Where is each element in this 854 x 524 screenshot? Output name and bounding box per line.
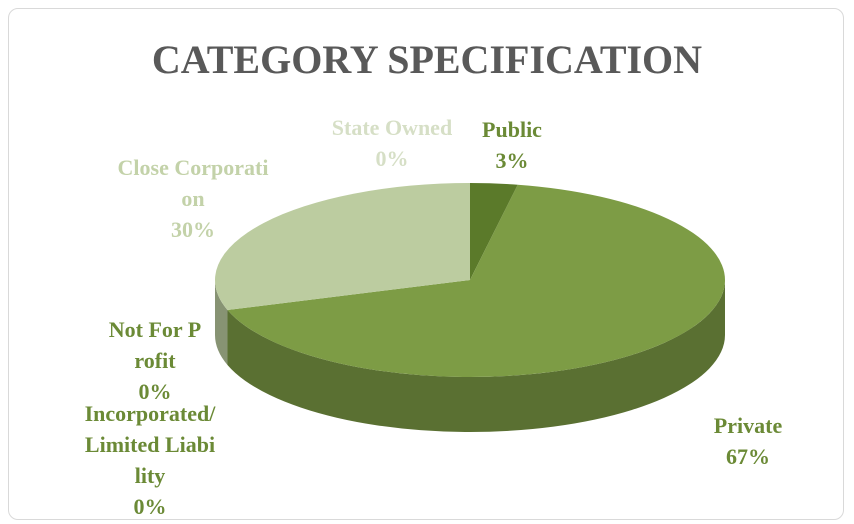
pie-slice-side — [215, 280, 228, 365]
data-label: Private 67% — [688, 410, 808, 472]
pie-slice — [214, 183, 470, 310]
value-label: 0% — [375, 146, 409, 171]
chart-frame — [8, 8, 844, 520]
category-label: Not For Profit — [108, 317, 202, 373]
category-label: Private — [713, 413, 783, 438]
data-label: Public 3% — [457, 114, 567, 176]
data-label: Not For Profit 0% — [105, 314, 205, 407]
category-label: Incorporated/Limited Liability — [84, 401, 216, 488]
data-label: Close Corporation 30% — [113, 152, 273, 245]
pie-sides — [215, 280, 725, 433]
value-label: 0% — [133, 494, 167, 519]
pie-slice — [470, 183, 518, 280]
pie-slice — [227, 184, 726, 377]
data-label: Incorporated/Limited Liability 0% — [84, 398, 216, 522]
value-label: 67% — [726, 444, 770, 469]
chart-title: CATEGORY SPECIFICATION — [151, 37, 703, 82]
category-label: Close Corporation — [117, 155, 269, 211]
value-label: 30% — [171, 217, 215, 242]
value-label: 3% — [495, 148, 529, 173]
category-label: Public — [482, 117, 542, 142]
category-label: State Owned — [331, 115, 453, 140]
value-label: 0% — [138, 379, 172, 404]
pie-slice-side — [227, 280, 725, 433]
data-label: State Owned 0% — [307, 112, 477, 174]
